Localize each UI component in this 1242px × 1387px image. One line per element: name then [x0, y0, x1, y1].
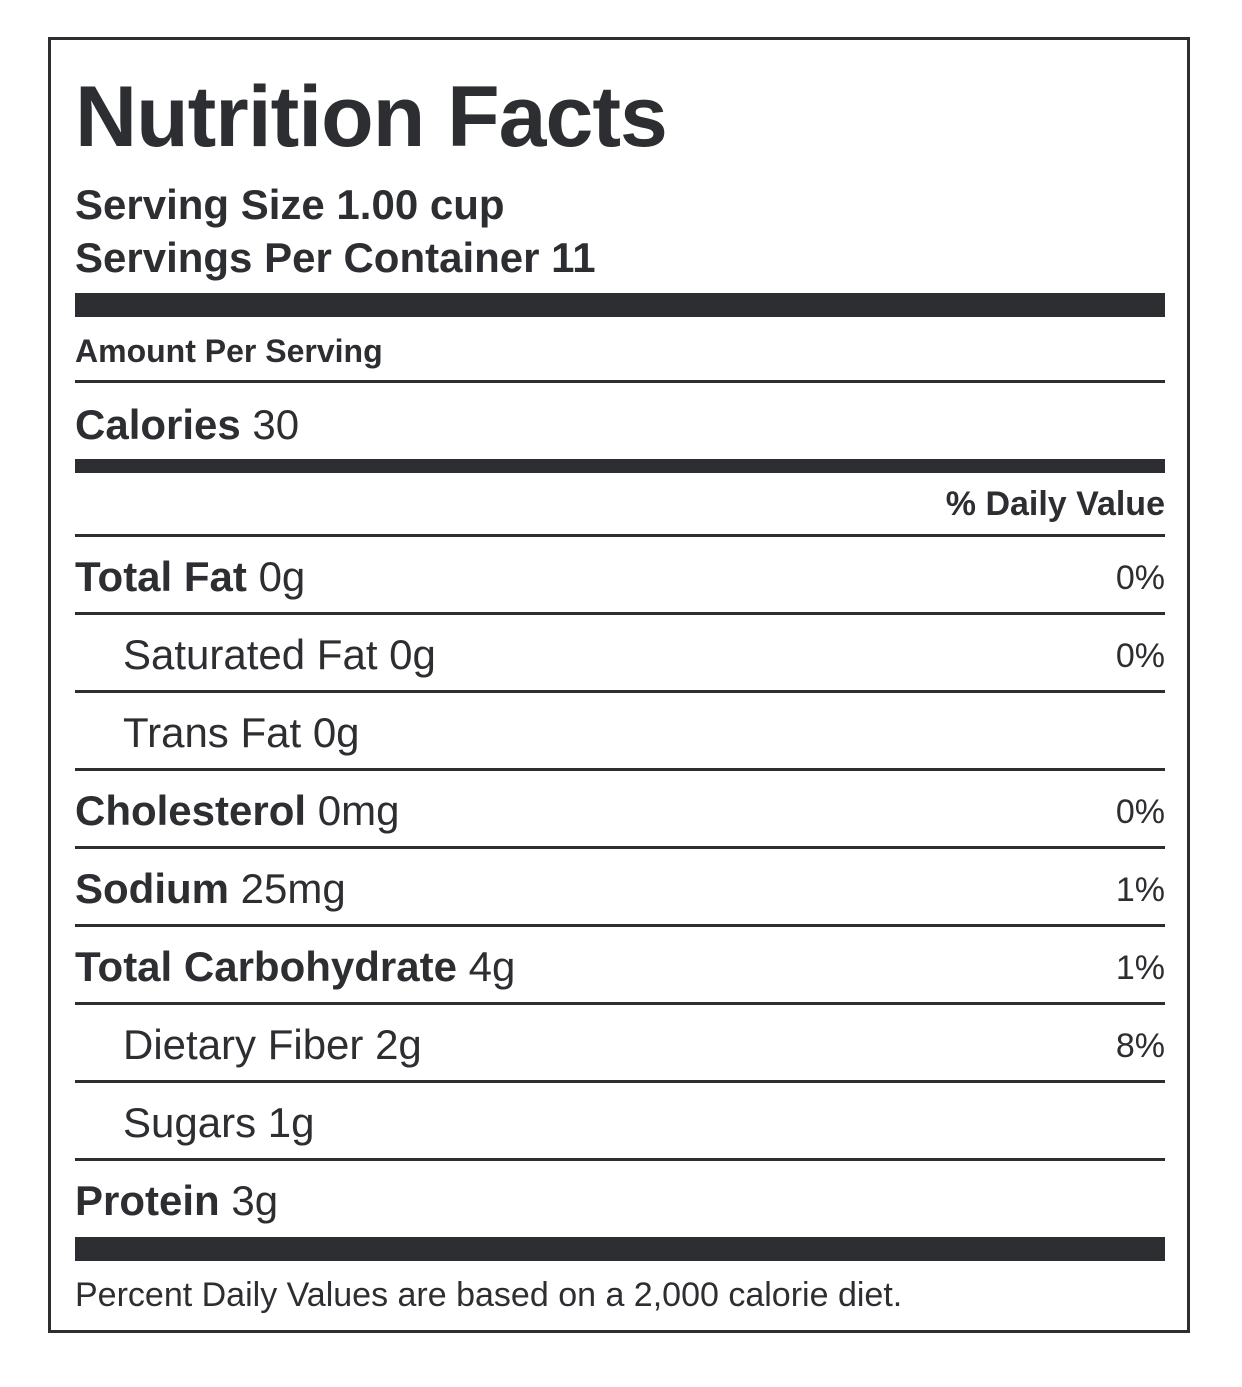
nutrient-row-sodium: Sodium 25mg 1% — [75, 849, 1165, 924]
nutrient-amount: 0mg — [317, 787, 400, 834]
divider — [75, 1080, 1165, 1083]
divider — [75, 768, 1165, 771]
divider — [75, 380, 1165, 383]
nutrient-name: Trans Fat 0g — [123, 712, 360, 754]
nutrient-name: Dietary Fiber 2g — [123, 1024, 422, 1066]
nutrient-name: Protein 3g — [75, 1180, 278, 1222]
nutrient-label: Total Carbohydrate — [75, 943, 457, 990]
nutrient-row-dietary-fiber: Dietary Fiber 2g 8% — [75, 1005, 1165, 1080]
nutrient-label: Cholesterol — [75, 787, 307, 834]
thick-divider-top — [75, 293, 1165, 317]
nutrient-amount: 0g — [258, 553, 306, 600]
divider — [75, 1002, 1165, 1005]
daily-value-header: % Daily Value — [945, 485, 1165, 523]
nutrient-name: Sodium 25mg — [75, 868, 346, 910]
nutrient-amount: 1g — [267, 1099, 315, 1146]
nutrient-amount: 4g — [468, 943, 516, 990]
nutrient-daily-value: 1% — [1115, 871, 1165, 909]
divider — [75, 612, 1165, 615]
divider — [75, 534, 1165, 537]
thick-divider-calories — [75, 459, 1165, 473]
nutrient-name: Saturated Fat 0g — [123, 634, 436, 676]
divider — [75, 690, 1165, 693]
nutrient-label: Sugars — [123, 1099, 257, 1146]
nutrient-amount: 0g — [312, 709, 360, 756]
label-title: Nutrition Facts — [75, 69, 668, 165]
calories-row: Calories 30 — [75, 404, 299, 446]
nutrient-name: Sugars 1g — [123, 1102, 314, 1144]
nutrient-label: Trans Fat — [123, 709, 302, 756]
nutrient-label: Saturated Fat — [123, 631, 378, 678]
amount-per-serving: Amount Per Serving — [75, 333, 383, 369]
servings-per-container: Servings Per Container 11 — [75, 234, 596, 281]
nutrient-name: Cholesterol 0mg — [75, 790, 399, 832]
nutrient-daily-value: 0% — [1115, 637, 1165, 675]
nutrient-label: Total Fat — [75, 553, 247, 600]
nutrient-row-total-carbohydrate: Total Carbohydrate 4g 1% — [75, 927, 1165, 1002]
nutrient-amount: 25mg — [240, 865, 346, 912]
calories-value: 30 — [252, 401, 300, 448]
nutrient-row-total-fat: Total Fat 0g 0% — [75, 537, 1165, 612]
nutrient-amount: 0g — [389, 631, 436, 678]
label-content: Nutrition Facts Serving Size 1.00 cup Se… — [75, 40, 1165, 1330]
nutrient-row-saturated-fat: Saturated Fat 0g 0% — [75, 615, 1165, 690]
nutrition-facts-label: Nutrition Facts Serving Size 1.00 cup Se… — [48, 37, 1190, 1333]
nutrient-amount: 2g — [375, 1021, 422, 1068]
calories-label: Calories — [75, 401, 241, 448]
nutrient-row-trans-fat: Trans Fat 0g — [75, 693, 1165, 768]
divider — [75, 924, 1165, 927]
nutrient-row-protein: Protein 3g — [75, 1161, 1165, 1236]
divider — [75, 846, 1165, 849]
nutrient-row-cholesterol: Cholesterol 0mg 0% — [75, 771, 1165, 846]
nutrient-label: Protein — [75, 1177, 220, 1224]
thick-divider-bottom — [75, 1237, 1165, 1261]
nutrient-label: Sodium — [75, 865, 229, 912]
divider — [75, 1158, 1165, 1161]
nutrient-daily-value: 0% — [1115, 559, 1165, 597]
nutrient-daily-value: 0% — [1115, 793, 1165, 831]
footnote: Percent Daily Values are based on a 2,00… — [75, 1276, 903, 1314]
nutrient-daily-value: 1% — [1115, 949, 1165, 987]
nutrient-row-sugars: Sugars 1g — [75, 1083, 1165, 1158]
nutrient-label: Dietary Fiber — [123, 1021, 364, 1068]
nutrient-amount: 3g — [231, 1177, 279, 1224]
serving-size: Serving Size 1.00 cup — [75, 181, 505, 228]
nutrient-name: Total Carbohydrate 4g — [75, 946, 515, 988]
nutrient-daily-value: 8% — [1115, 1027, 1165, 1065]
nutrient-name: Total Fat 0g — [75, 556, 305, 598]
